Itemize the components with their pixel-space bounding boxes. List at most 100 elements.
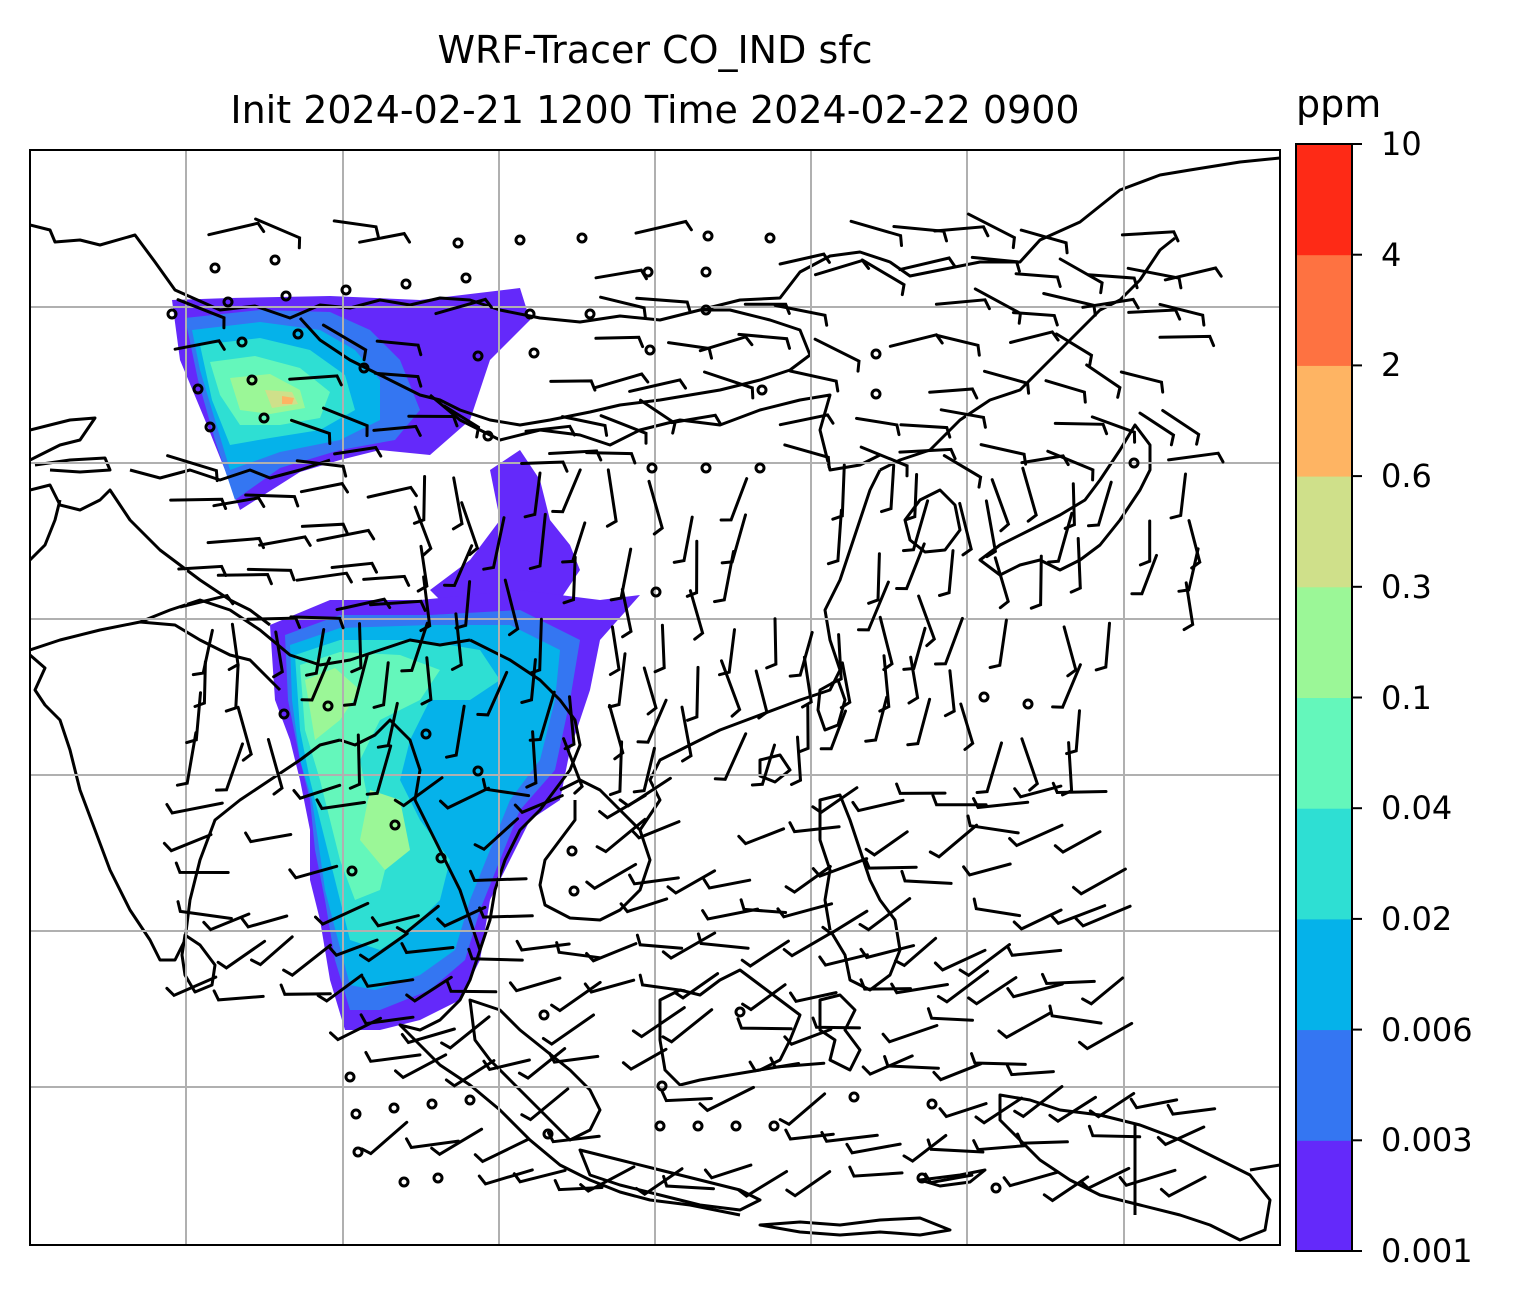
- wind-barb-calm: [978, 691, 990, 703]
- coastline-india: [30, 653, 341, 962]
- wind-barb: [305, 628, 326, 677]
- wind-barb: [1158, 334, 1216, 348]
- wind-barb: [599, 295, 647, 320]
- wind-barb: [359, 932, 409, 963]
- wind-barb: [266, 738, 284, 796]
- coastline-caspian-b: [34, 456, 112, 474]
- wind-barb: [883, 1055, 940, 1070]
- wind-barb-calm: [730, 1120, 742, 1132]
- wind-barb: [863, 857, 918, 870]
- wind-barb: [642, 666, 658, 716]
- wind-barb: [660, 1090, 713, 1103]
- coastline-lesser-sunda: [758, 1216, 952, 1237]
- wind-barb: [634, 219, 693, 235]
- wind-barb-calm: [420, 728, 432, 740]
- map-frame: [29, 149, 1281, 1246]
- wind-barb: [1016, 1132, 1069, 1145]
- wind-barb: [902, 499, 930, 553]
- wind-barb: [703, 370, 755, 400]
- wind-barb: [811, 1016, 861, 1030]
- border-central-asia: [298, 308, 812, 427]
- wind-barb-calm: [246, 374, 258, 386]
- wind-barb: [1161, 409, 1201, 446]
- wind-barb: [1081, 297, 1140, 310]
- wind-barb: [739, 898, 788, 914]
- wind-barb: [1002, 1170, 1060, 1188]
- wind-barb: [970, 1052, 1027, 1066]
- wind-barb: [393, 776, 444, 808]
- wind-barb: [1081, 976, 1125, 1006]
- wind-barb-calm: [166, 308, 178, 320]
- wind-barb: [938, 549, 955, 597]
- wind-barb: [737, 1170, 789, 1198]
- wind-barb: [295, 459, 348, 478]
- wind-barb: [215, 742, 244, 792]
- wind-barb-calm: [566, 845, 578, 857]
- wind-barb: [630, 820, 681, 840]
- wind-barb: [165, 975, 218, 998]
- wind-barb-calm: [538, 1009, 550, 1021]
- wind-barb: [931, 793, 988, 807]
- wind-barb: [718, 628, 736, 677]
- wind-barb: [819, 709, 847, 751]
- wind-barb: [585, 942, 638, 963]
- wind-barb: [165, 801, 224, 815]
- wind-barb: [246, 567, 296, 582]
- wind-barb: [240, 914, 289, 929]
- wind-barb: [451, 476, 464, 531]
- wind-barb: [607, 652, 627, 709]
- wind-barb-calm: [990, 1182, 1002, 1194]
- wind-barb: [903, 473, 919, 522]
- wind-barb: [523, 471, 542, 519]
- coastline-philippines: [818, 793, 902, 992]
- wind-barb-calm: [222, 296, 234, 308]
- wind-barb: [672, 515, 694, 564]
- wind-barb: [1050, 904, 1107, 926]
- wind-barb: [902, 1134, 948, 1163]
- wind-barb: [895, 782, 947, 795]
- wind-barb: [525, 730, 538, 789]
- wind-barb: [445, 980, 498, 994]
- wind-barb: [923, 1172, 974, 1185]
- map-panel: [30, 150, 1280, 1245]
- wind-barb: [788, 630, 814, 678]
- wind-barb: [369, 599, 427, 612]
- wind-barb: [859, 944, 916, 960]
- wind-barb: [864, 695, 889, 743]
- wind-barb: [1087, 480, 1113, 528]
- wind-barb: [350, 622, 363, 674]
- wind-barb: [343, 653, 369, 707]
- wind-barb: [1127, 308, 1182, 321]
- coastline-sulawesi: [818, 993, 862, 1072]
- wind-barb: [917, 594, 937, 648]
- wind-barb: [244, 831, 293, 844]
- wind-barb: [880, 464, 896, 514]
- wind-barb: [292, 783, 342, 800]
- wind-barb: [373, 371, 423, 388]
- wind-barb: [685, 539, 699, 598]
- wind-barb: [858, 897, 912, 932]
- wind-barb: [855, 416, 901, 437]
- wind-barb-calm: [472, 765, 484, 777]
- wind-barb-calm: [524, 308, 536, 320]
- wind-barb: [851, 798, 905, 813]
- wind-barb-calm: [426, 1098, 438, 1110]
- wind-barb: [548, 1051, 600, 1064]
- wind-barb: [436, 905, 487, 928]
- wind-barb-calm: [278, 708, 290, 720]
- wind-barb: [788, 821, 841, 834]
- wind-barb: [553, 1179, 604, 1192]
- wind-barb: [778, 413, 835, 427]
- wind-barb: [328, 938, 379, 957]
- wind-barb: [1047, 511, 1074, 564]
- wind-barb: [818, 953, 869, 967]
- wind-barb: [515, 939, 571, 952]
- wind-barb: [560, 415, 609, 437]
- wind-barb: [1069, 537, 1082, 594]
- wind-barb: [348, 733, 362, 790]
- wind-barb: [894, 936, 938, 968]
- wind-barb: [1169, 472, 1187, 520]
- wind-barb: [860, 258, 906, 297]
- colorbar-segment: [1296, 697, 1352, 809]
- wind-barb: [1006, 944, 1063, 957]
